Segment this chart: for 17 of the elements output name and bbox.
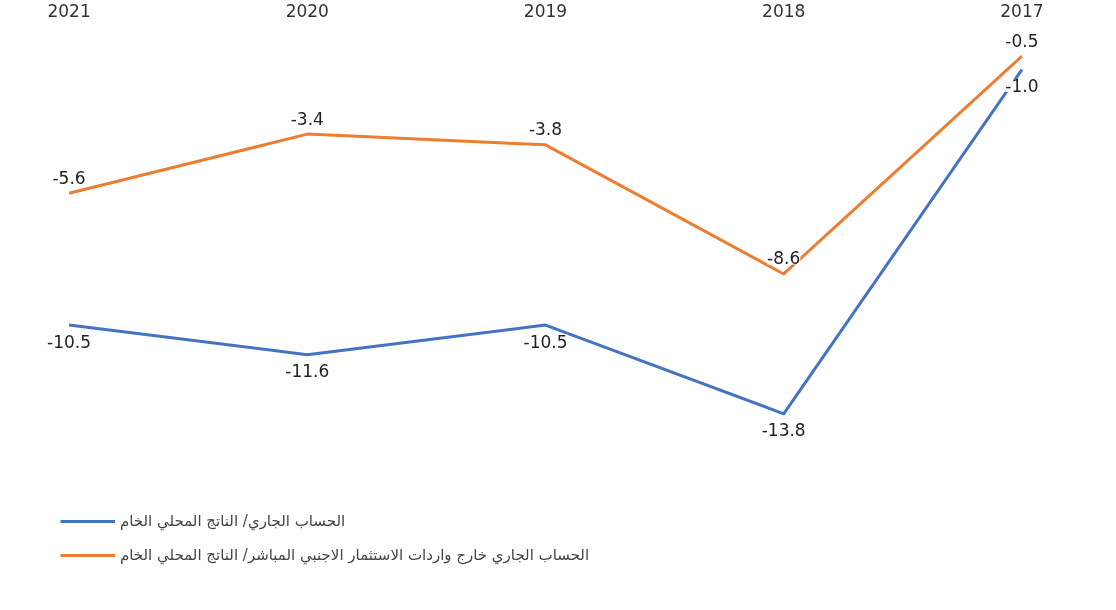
data-label: -1.0: [1005, 76, 1039, 97]
legend-label: الحساب الجاري خارج واردات الاستثمار الاجنبي المباشر/ الناتج المحلي الخام: [120, 546, 590, 564]
x-tick-label: 2018: [762, 0, 806, 21]
data-label: -10.5: [47, 331, 92, 352]
data-label: -5.6: [52, 167, 86, 188]
data-label: -13.8: [761, 420, 806, 441]
x-tick-label: 2017: [1000, 0, 1044, 21]
data-label: -10.5: [523, 331, 568, 352]
data-label: -11.6: [285, 361, 330, 382]
x-tick-label: 2019: [523, 0, 568, 21]
legend-label: الحساب الجاري/ الناتج المحلي الخام: [120, 512, 346, 530]
x-tick-label: 2021: [47, 0, 91, 21]
data-label: -0.5: [1005, 30, 1039, 51]
data-label: -8.6: [767, 248, 801, 269]
data-label: -3.4: [290, 108, 324, 129]
data-label: -3.8: [528, 119, 563, 140]
x-tick-label: 2020: [285, 0, 329, 21]
